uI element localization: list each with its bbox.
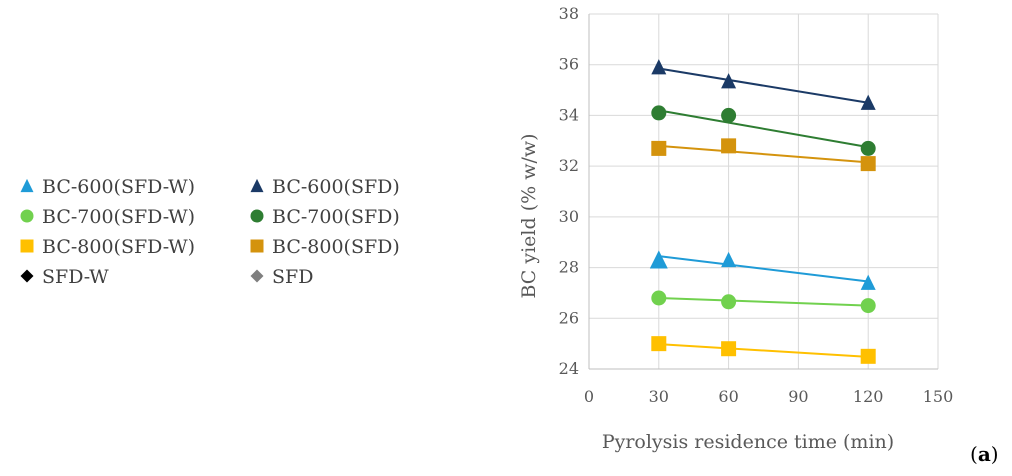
panel-label-close: )	[991, 442, 999, 466]
legend-label-bc-600-sfd: BC-600(SFD)	[272, 176, 400, 198]
trend-line-bc-600-sfd	[658, 67, 869, 104]
trend-line-bc-800-sfd	[658, 144, 869, 164]
data-point-bc-700-sfd	[651, 105, 667, 121]
panel-label-open: (	[970, 442, 978, 466]
data-point-bc-600-sfd	[721, 73, 737, 89]
trend-lines	[658, 67, 869, 358]
data-point-bc-700-sfd-w	[651, 290, 667, 306]
data-point-bc-800-sfd	[651, 140, 667, 156]
data-markers	[649, 59, 876, 364]
x-tick-label: 150	[923, 387, 954, 406]
y-tick-label: 28	[559, 258, 579, 277]
data-point-bc-600-sfd	[651, 59, 667, 75]
data-point-bc-600-sfd	[860, 94, 876, 110]
x-tick-label: 0	[584, 387, 594, 406]
data-point-bc-600-sfd-w	[649, 250, 668, 269]
data-point-bc-800-sfd-w	[651, 336, 667, 352]
y-tick-label: 34	[559, 105, 579, 124]
legend-marker-sfd-w	[20, 269, 34, 283]
data-point-bc-800-sfd	[721, 138, 737, 154]
y-tick-label: 38	[559, 4, 579, 23]
data-point-bc-700-sfd	[721, 107, 737, 123]
legend-label-bc-700-sfd: BC-700(SFD)	[272, 206, 400, 228]
y-tick-label: 32	[559, 156, 579, 175]
y-tick-label: 30	[559, 207, 579, 226]
data-point-bc-700-sfd-w	[860, 298, 876, 314]
legend-marker-bc-600-sfd	[250, 178, 264, 193]
data-point-bc-700-sfd	[860, 140, 876, 156]
panel-label: (a)	[970, 442, 999, 466]
legend-label-bc-800-sfd-w: BC-800(SFD-W)	[42, 236, 195, 258]
trend-line-bc-700-sfd-w	[658, 297, 869, 307]
panel-label-letter: a	[978, 442, 991, 466]
legend-label-bc-700-sfd-w: BC-700(SFD-W)	[42, 206, 195, 228]
x-tick-label: 90	[788, 387, 808, 406]
trend-line-bc-600-sfd-w	[658, 255, 869, 283]
data-point-bc-600-sfd-w	[721, 251, 737, 268]
trend-line-bc-700-sfd	[658, 109, 869, 149]
legend-marker-sfd	[250, 269, 264, 283]
data-point-bc-800-sfd-w	[860, 348, 876, 364]
legend-marker-bc-600-sfd-w	[20, 178, 34, 193]
legend-label-sfd: SFD	[272, 266, 313, 288]
x-tick-label: 30	[649, 387, 669, 406]
legend-label-sfd-w: SFD-W	[42, 266, 109, 288]
x-tick-label: 60	[718, 387, 738, 406]
x-tick-label: 120	[853, 387, 884, 406]
trend-line-bc-800-sfd-w	[658, 343, 869, 358]
data-point-bc-700-sfd-w	[721, 294, 737, 310]
tick-labels: 24 26 28 30 32 34 36 38 0 30 60 90 120 150	[559, 4, 954, 406]
data-point-bc-600-sfd-w	[860, 274, 876, 290]
legend-label-bc-800-sfd: BC-800(SFD)	[272, 236, 400, 258]
y-tick-label: 26	[559, 308, 579, 327]
legend-marker-bc-700-sfd	[250, 209, 264, 223]
legend-marker-bc-800-sfd	[250, 239, 264, 253]
y-axis-title: BC yield (% w/w)	[518, 133, 540, 298]
legend-label-bc-600-sfd-w: BC-600(SFD-W)	[42, 176, 195, 198]
axes	[588, 14, 938, 370]
x-axis-title: Pyrolysis residence time (min)	[602, 431, 894, 453]
data-point-bc-800-sfd	[860, 156, 876, 172]
legend-marker-bc-700-sfd-w	[20, 209, 34, 223]
y-tick-label: 36	[559, 55, 579, 74]
data-point-bc-800-sfd-w	[721, 341, 737, 357]
grid-lines	[589, 13, 939, 369]
legend: BC-600(SFD-W) BC-600(SFD) BC-700(SFD-W) BC-…	[20, 176, 400, 288]
y-tick-label: 24	[559, 359, 579, 378]
legend-marker-bc-800-sfd-w	[20, 239, 34, 253]
